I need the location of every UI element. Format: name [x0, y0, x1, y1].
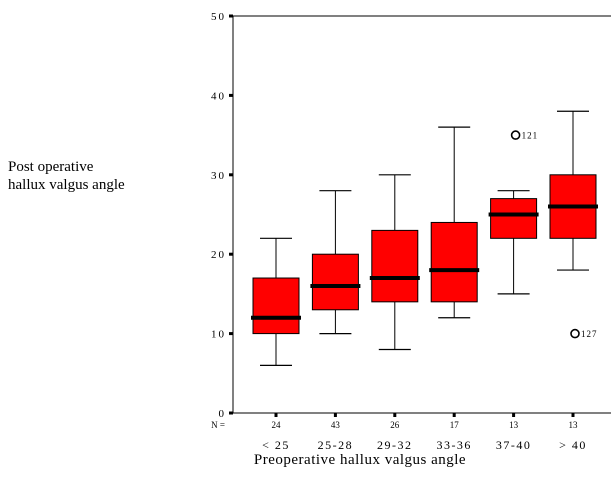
boxes: 121 127 — [251, 110, 598, 366]
n-count-label: 24 — [272, 420, 282, 430]
x-tick-mark — [393, 413, 397, 417]
n-count-label: 13 — [569, 420, 579, 430]
category-label: < 25 — [262, 438, 290, 452]
box-iqr — [311, 253, 359, 311]
x-tick-mark — [333, 413, 337, 417]
box-iqr — [490, 198, 538, 239]
category-label: 29-32 — [377, 438, 413, 452]
y-tick-label: 40 — [211, 90, 226, 102]
y-tick-label: 0 — [219, 408, 227, 420]
n-count-label: 17 — [450, 420, 460, 430]
n-count-label: 26 — [390, 420, 400, 430]
category-labels: N = 24 < 25 43 25-28 26 29-32 17 33-36 13 37-40 13 >… — [211, 420, 587, 452]
n-count-label: 13 — [509, 420, 519, 430]
y-tick-mark — [229, 93, 233, 97]
box-iqr — [252, 277, 300, 335]
outlier-label: 127 — [581, 329, 598, 339]
box-iqr — [371, 229, 419, 303]
category-label: 33-36 — [436, 438, 472, 452]
n-count-label: 43 — [331, 420, 341, 430]
y-axis-title-line-1: Post operative — [8, 159, 94, 175]
y-tick-label: 20 — [211, 249, 226, 261]
category-label: 25-28 — [318, 438, 354, 452]
x-tick-mark — [512, 413, 516, 417]
category-label: > 40 — [559, 438, 587, 452]
y-axis-title: Post operative hallux valgus angle — [8, 158, 168, 194]
x-tick-mark — [571, 413, 575, 417]
axes: 0 10 20 30 40 50 — [211, 11, 611, 420]
box-iqr — [430, 221, 478, 303]
y-tick-mark — [229, 14, 233, 18]
y-tick-mark — [229, 173, 233, 177]
outlier-label: 121 — [522, 131, 539, 141]
outlier-marker — [570, 328, 580, 339]
n-prefix-label: N = — [211, 420, 225, 430]
x-axis-title: Preoperative hallux valgus angle — [253, 452, 467, 468]
x-tick-mark — [274, 413, 278, 417]
y-tick-mark — [229, 411, 233, 415]
y-axis-title-line-2: hallux valgus angle — [8, 177, 125, 193]
y-tick-mark — [229, 332, 233, 336]
y-tick-label: 50 — [211, 11, 226, 23]
category-label: 37-40 — [496, 438, 532, 452]
x-tick-mark — [452, 413, 456, 417]
y-tick-mark — [229, 252, 233, 256]
outlier-marker — [510, 130, 521, 140]
y-tick-label: 10 — [211, 329, 226, 341]
y-tick-label: 30 — [211, 170, 226, 182]
